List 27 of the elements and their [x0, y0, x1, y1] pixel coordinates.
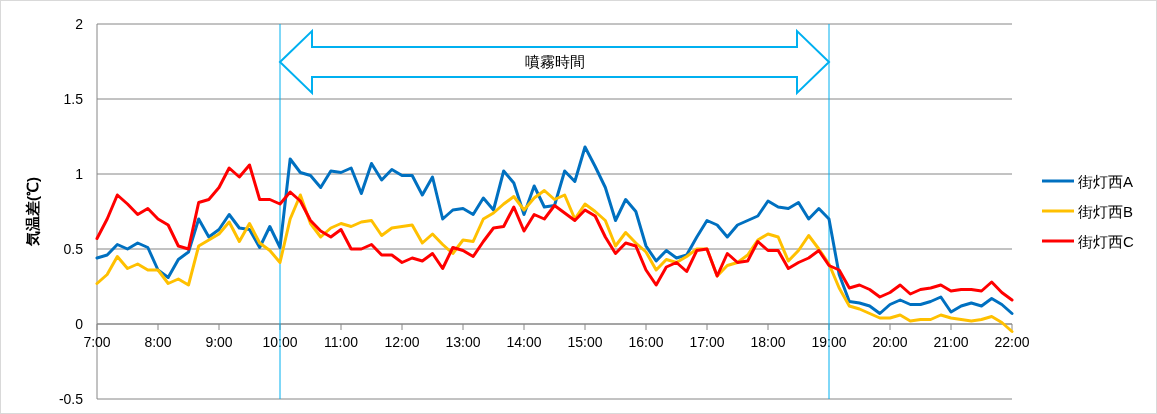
legend-label: 街灯西B — [1078, 203, 1134, 220]
x-tick-label: 17:00 — [689, 334, 725, 350]
y-tick-label: 1.5 — [63, 91, 84, 107]
y-tick-label: 2 — [75, 16, 84, 32]
y-tick-label: -0.5 — [58, 391, 84, 407]
x-tick-label: 18:00 — [750, 334, 786, 350]
x-tick-label: 21:00 — [933, 334, 969, 350]
y-axis-title: 気温差(℃) — [24, 177, 41, 247]
x-tick-label: 12:00 — [384, 334, 420, 350]
x-tick-label: 22:00 — [994, 334, 1030, 350]
y-tick-label: 0 — [75, 316, 84, 332]
annotation: 噴霧時間 — [524, 53, 585, 70]
x-tick-label: 14:00 — [506, 334, 542, 350]
y-tick-label: 0.5 — [63, 241, 84, 257]
x-tick-label: 15:00 — [567, 334, 603, 350]
x-tick-label: 7:00 — [83, 334, 111, 350]
y-tick-label: 1 — [75, 166, 84, 182]
x-tick-label: 19:00 — [811, 334, 847, 350]
x-tick-label: 16:00 — [628, 334, 664, 350]
legend-label: 街灯西A — [1078, 173, 1134, 190]
x-tick-label: 13:00 — [445, 334, 481, 350]
x-tick-label: 20:00 — [872, 334, 908, 350]
x-tick-label: 11:00 — [324, 334, 359, 350]
legend-label: 街灯西C — [1078, 233, 1134, 250]
x-tick-label: 9:00 — [205, 334, 233, 350]
x-tick-label: 8:00 — [144, 334, 172, 350]
x-tick-label: 10:00 — [262, 334, 298, 350]
